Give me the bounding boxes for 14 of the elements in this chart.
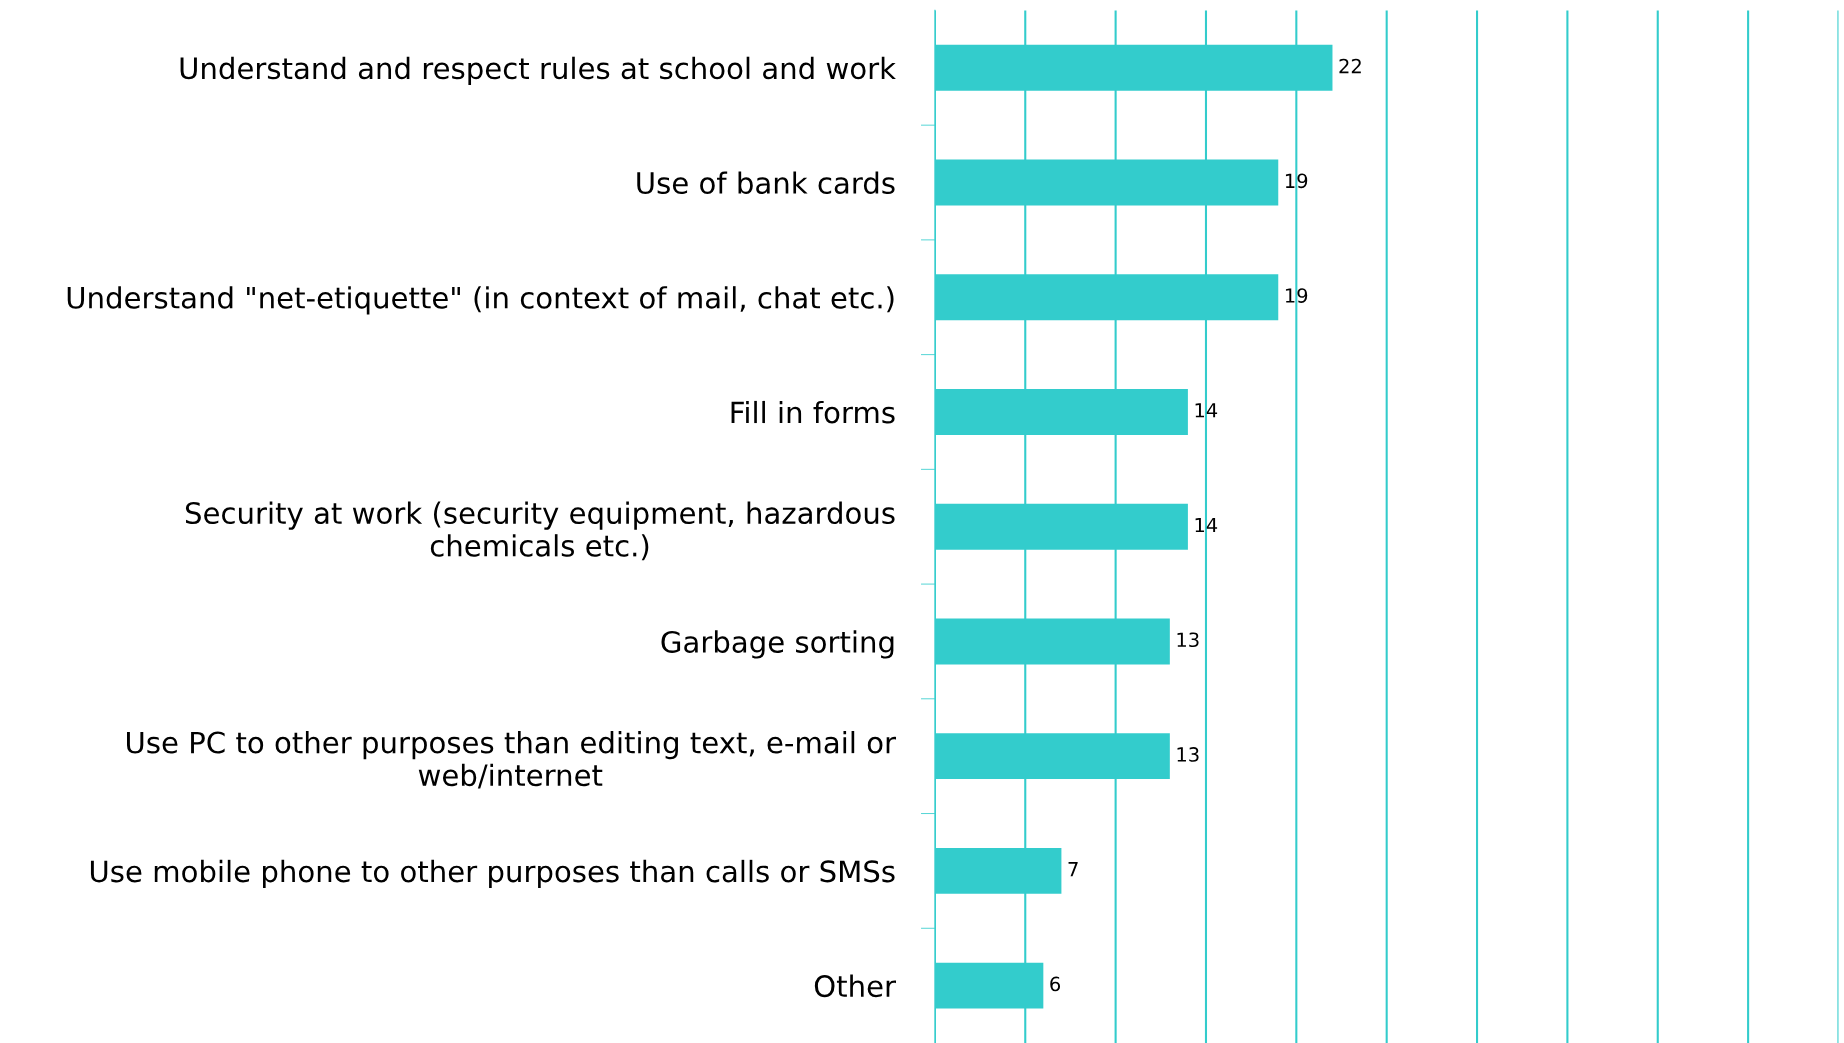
y-tick-label: Other	[814, 974, 897, 998]
y-tick-label: Use mobile phone to other purposes than calls or SMSs	[90, 859, 895, 889]
data-label: 6	[1050, 976, 1061, 992]
data-label: 13	[1177, 747, 1199, 762]
y-tick-label: Security at work (security equipment, hazardous chemicals etc.)	[185, 501, 895, 561]
data-label: 7	[1068, 862, 1078, 877]
y-tick-label: Understand and respect rules at school and work	[180, 56, 896, 85]
data-label: 13	[1177, 632, 1199, 648]
data-label: 22	[1339, 58, 1361, 74]
y-tick-label: Garbage sorting	[661, 630, 894, 659]
y-tick-label: Use of bank cards	[637, 171, 895, 195]
y-tick-label: Fill in forms	[731, 400, 895, 424]
y-tick-label: Understand "net-etiquette" (in context of mail, chat etc.)	[67, 286, 894, 315]
y-tick-label: Use PC to other purposes than editing text, e-mail or web/internet	[127, 730, 897, 789]
